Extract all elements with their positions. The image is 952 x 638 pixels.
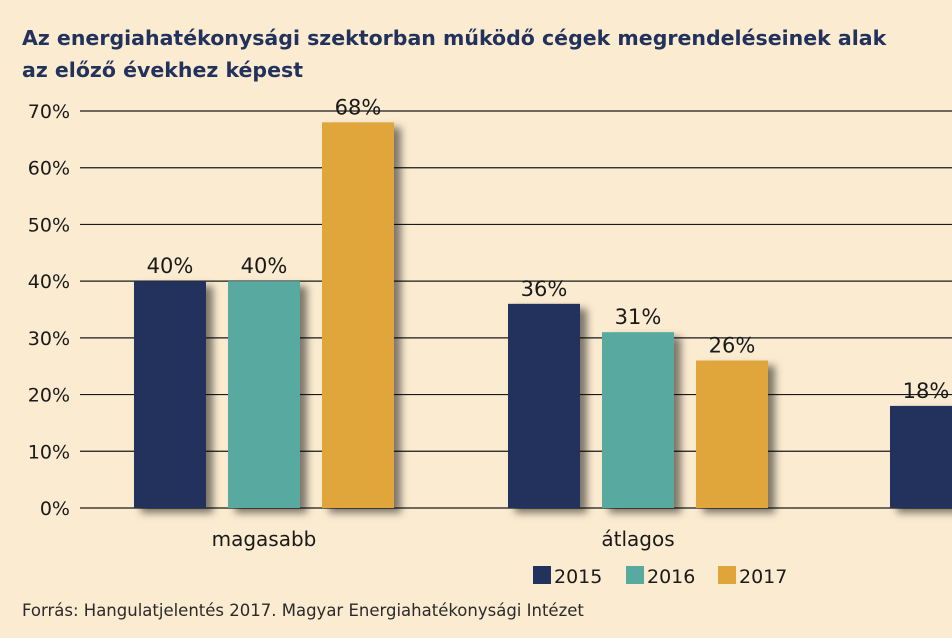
data-label: 40%	[241, 254, 288, 278]
legend: 2015 2016 2017	[533, 566, 787, 588]
legend-label-2017: 2017	[739, 566, 787, 588]
category-label: magasabb	[212, 527, 317, 551]
data-label: 31%	[615, 305, 662, 329]
bar-2015-átlagos	[508, 303, 580, 508]
legend-swatch-2016	[626, 566, 644, 584]
x-axis-categories: magasabbátlagosa	[212, 527, 675, 551]
y-tick-label: 20%	[28, 385, 70, 407]
bars	[134, 122, 952, 508]
legend-swatch-2017	[718, 566, 736, 584]
chart-title: Az energiahatékonysági szektorban működő…	[22, 22, 952, 92]
data-label: 40%	[147, 254, 194, 278]
bar-2017-átlagos	[696, 360, 768, 508]
category-label: átlagos	[601, 527, 674, 551]
y-tick-label: 0%	[40, 498, 70, 520]
data-labels: 40% 36% 18% 40% 31% 68% 26%	[147, 95, 950, 403]
y-tick-label: 10%	[28, 441, 70, 463]
y-tick-label: 60%	[28, 158, 70, 180]
legend-swatch-2015	[533, 566, 551, 584]
source-note: Forrás: Hangulatjelentés 2017. Magyar En…	[22, 601, 584, 620]
chart-title-line-2: az előző évekhez képest	[22, 58, 304, 82]
y-axis-ticks: 0% 10% 20% 30% 40% 50% 60% 70%	[28, 101, 70, 520]
data-label: 18%	[903, 379, 950, 403]
legend-label-2016: 2016	[647, 566, 695, 588]
legend-label-2015: 2015	[554, 566, 602, 588]
data-label: 26%	[709, 334, 756, 358]
bar-2016-magasabb	[228, 281, 300, 508]
y-tick-label: 70%	[28, 101, 70, 123]
y-tick-label: 30%	[28, 328, 70, 350]
bar-2016-átlagos	[602, 332, 674, 508]
y-tick-label: 40%	[28, 271, 70, 293]
bar-2015-a	[890, 405, 952, 508]
data-label: 36%	[521, 277, 568, 301]
y-tick-label: 50%	[28, 214, 70, 236]
bar-2017-magasabb	[322, 122, 394, 508]
data-label: 68%	[335, 95, 382, 119]
chart-title-line-1: Az energiahatékonysági szektorban működő…	[22, 26, 887, 50]
bar-2015-magasabb	[134, 281, 206, 508]
